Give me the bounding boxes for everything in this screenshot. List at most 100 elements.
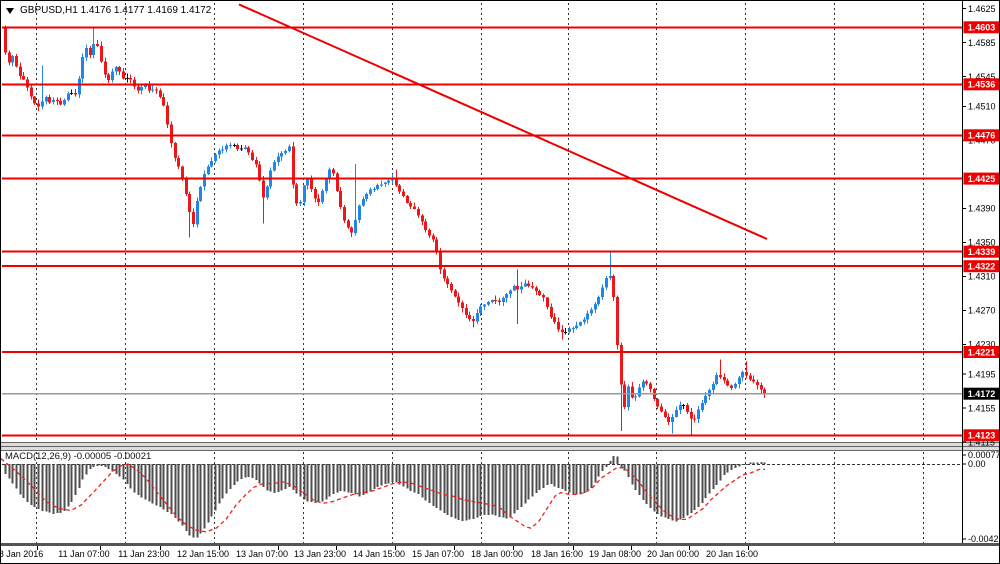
candle-body — [196, 200, 199, 225]
candle-body — [92, 44, 95, 55]
candle-body — [89, 47, 92, 55]
candle-body — [70, 93, 73, 95]
candle-body — [96, 44, 99, 47]
candle-body — [45, 97, 48, 102]
price-axis-label: 1.4270 — [968, 306, 996, 316]
time-axis[interactable]: 8 Jan 2016 11 Jan 07:00 11 Jan 23:00 12 Jan… — [1, 543, 1000, 559]
price-axis-label: 1.4115 — [968, 437, 995, 447]
pane-separator[interactable] — [1, 442, 1000, 451]
candle-body — [236, 145, 239, 149]
candle-body — [151, 89, 154, 91]
candle-body — [126, 77, 129, 79]
candle-body — [306, 178, 309, 186]
candle-body — [129, 77, 132, 80]
candle-body — [557, 321, 560, 330]
candle-body — [616, 296, 619, 346]
time-axis-line — [1, 543, 999, 546]
price-badge: 1.4425 — [968, 174, 996, 184]
candle-body — [148, 85, 151, 91]
macd-signal-line — [1, 458, 765, 533]
candle-body — [749, 375, 752, 380]
candlestick-series — [4, 25, 766, 435]
candle-body — [752, 379, 755, 382]
candle-body — [59, 101, 62, 105]
candle-wicks-bull — [12, 28, 743, 434]
candle-body — [144, 85, 147, 88]
candle-body — [292, 146, 295, 185]
candle-body — [406, 196, 409, 203]
candle-body — [642, 381, 645, 388]
time-axis-label: 11 Jan 07:00 — [58, 549, 109, 559]
candle-body — [63, 99, 66, 105]
candle-body — [373, 189, 376, 190]
candle-body — [402, 191, 405, 197]
candle-body — [605, 278, 608, 288]
time-axis-label: 20 Jan 16:00 — [706, 549, 758, 559]
candle-body — [67, 93, 70, 100]
candle-body — [723, 377, 726, 381]
symbol-ohlc-text: GBPUSD,H1 1.4176 1.4177 1.4169 1.4172 — [20, 5, 212, 16]
candle-body — [111, 71, 114, 80]
time-axis-label: 8 Jan 2016 — [1, 549, 43, 559]
candle-body — [247, 147, 250, 153]
candle-body — [387, 180, 390, 183]
candle-wicks-doji — [71, 73, 684, 410]
candle-body — [572, 327, 575, 329]
candle-body — [74, 93, 77, 95]
candle-body — [479, 306, 482, 313]
candle-body — [409, 202, 412, 207]
candle-body — [612, 276, 615, 297]
candle-body — [461, 302, 464, 309]
candle-body — [118, 66, 121, 72]
macd-axis-label: 0.00077 — [968, 450, 1000, 460]
candle-body — [421, 215, 424, 222]
price-badge: 1.4322 — [968, 262, 996, 272]
candle-body — [550, 307, 553, 317]
time-axis-label: 13 Jan 23:00 — [294, 549, 346, 559]
chevron-down-icon[interactable] — [6, 7, 14, 14]
price-axis[interactable]: 1.46251.45851.45451.45101.44701.43901.43… — [962, 1, 996, 544]
candle-body — [494, 300, 497, 302]
candle-body — [188, 194, 191, 212]
candle-body — [424, 221, 427, 230]
candle-body — [667, 417, 670, 422]
candle-body — [561, 329, 564, 332]
support-resistance-lines[interactable] — [2, 26, 962, 437]
candle-body — [369, 189, 372, 195]
candle-body — [631, 386, 634, 398]
candle-body — [446, 278, 449, 285]
candle-body — [395, 178, 398, 186]
candle-body — [620, 345, 623, 385]
candle-body — [133, 79, 136, 87]
candle-body — [100, 46, 103, 62]
candle-body — [638, 387, 641, 397]
candle-body — [19, 66, 22, 76]
candle-body — [579, 322, 582, 326]
candle-body — [22, 75, 25, 80]
candle-body — [583, 319, 586, 323]
candle-body — [155, 89, 158, 91]
candle-body — [339, 190, 342, 208]
macd-indicator-label: MACD(12,26,9) -0.00005 -0.00021 — [5, 451, 152, 462]
trendline[interactable] — [238, 3, 768, 240]
time-axis-label: 13 Jan 07:00 — [236, 549, 288, 559]
candle-body — [52, 100, 55, 103]
candle-body — [656, 398, 659, 407]
candle-body — [679, 405, 682, 410]
macd-histogram — [4, 456, 766, 538]
price-axis-label: 1.4155 — [968, 403, 996, 413]
candle-body — [527, 283, 530, 287]
candle-body — [255, 160, 258, 165]
candle-body — [568, 328, 571, 333]
candle-body — [277, 156, 280, 163]
candle-body — [465, 308, 468, 315]
candle-body — [546, 297, 549, 308]
candle-body — [225, 145, 228, 150]
candle-body — [376, 185, 379, 189]
candle-body — [332, 169, 335, 174]
candle-body — [365, 194, 368, 199]
candle-body — [41, 101, 44, 107]
candle-body — [524, 283, 527, 287]
candle-body — [140, 87, 143, 91]
